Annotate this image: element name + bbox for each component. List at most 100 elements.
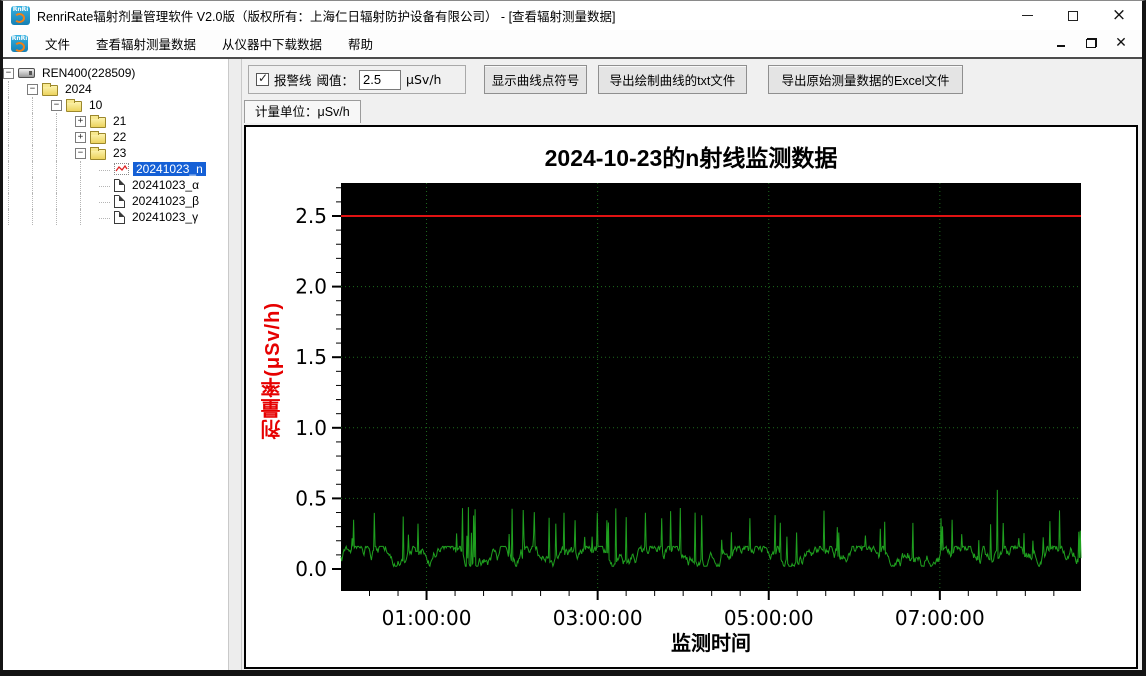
tree-guide-line xyxy=(8,209,27,225)
menu-item-3[interactable]: 帮助 xyxy=(348,37,374,52)
child-window-icon[interactable]: RnRi xyxy=(11,34,28,52)
close-button[interactable]: × xyxy=(1096,1,1142,30)
device-icon xyxy=(18,68,35,78)
folder-icon xyxy=(90,130,106,144)
tree-guide-line xyxy=(8,129,27,145)
minimize-button[interactable] xyxy=(1004,1,1050,30)
tree-guide-line xyxy=(80,193,99,209)
tree-guide-line xyxy=(8,113,27,129)
tree-item-10[interactable]: − 10 xyxy=(3,97,228,113)
tree-item-23[interactable]: − 23 xyxy=(3,145,228,161)
expand-toggle-icon[interactable]: + xyxy=(75,131,86,143)
device-tree: − REN400(228509) −2024−10 +21 +22−23 20241023… xyxy=(3,59,228,670)
menu-items: 文件 查看辐射测量数据 从仪器中下载数据 帮助 xyxy=(35,30,389,57)
child-restore-button[interactable] xyxy=(1084,36,1098,50)
tree-item-21[interactable]: +21 xyxy=(3,113,228,129)
tree-guide-line xyxy=(32,193,51,209)
tree-item-label: 2024 xyxy=(65,82,92,96)
folder-icon xyxy=(42,82,58,96)
show-curve-points-button[interactable]: 显示曲线点符号 xyxy=(484,65,587,94)
child-restore-icon xyxy=(1085,38,1097,48)
client-area: − REN400(228509) −2024−10 +21 +22−23 20241023… xyxy=(3,57,1142,670)
alarm-line-label: 报警线 xyxy=(274,74,312,88)
svg-text:1.5: 1.5 xyxy=(295,345,327,369)
tree-item-label: 20241023_α xyxy=(132,178,200,192)
app-logo-text: RnRi xyxy=(11,34,28,42)
svg-text:2.0: 2.0 xyxy=(295,275,327,299)
tree-item-20241023_-[interactable]: 20241023_α xyxy=(3,177,228,193)
child-minimize-icon xyxy=(1057,45,1065,47)
expand-toggle-icon[interactable]: + xyxy=(75,115,86,127)
tree-item-20241023_-[interactable]: 20241023_β xyxy=(3,193,228,209)
tree-guide-line xyxy=(32,177,51,193)
tree-item-20241023_-[interactable]: 20241023_γ xyxy=(3,209,228,225)
titlebar: RnRi RenriRate辐射剂量管理软件 V2.0版（版权所有：上海仁日辐射… xyxy=(3,1,1142,30)
folder-icon xyxy=(90,114,106,128)
app-logo-swirl xyxy=(14,41,25,52)
y-axis-title: 剂量率(μSv/h) xyxy=(262,302,284,440)
tree-guide-line xyxy=(56,177,75,193)
threshold-unit-label: μSv/h xyxy=(406,72,442,87)
folder-icon xyxy=(90,146,106,160)
export-raw-excel-button[interactable]: 导出原始测量数据的Excel文件 xyxy=(768,65,963,94)
menubar: RnRi 文件 查看辐射测量数据 从仪器中下载数据 帮助 ✕ xyxy=(3,30,1142,56)
maximize-icon xyxy=(1068,10,1078,21)
tree-connector xyxy=(99,208,110,219)
threshold-label: 阈值： xyxy=(316,74,355,88)
tree-item-label: REN400(228509) xyxy=(42,66,136,80)
tree-guide-line xyxy=(56,209,75,225)
tree-connector xyxy=(99,176,110,187)
app-logo-swirl xyxy=(14,13,25,23)
tree-guide-line xyxy=(32,129,51,145)
file-icon xyxy=(114,194,125,208)
collapse-toggle-icon[interactable]: − xyxy=(75,147,86,159)
splitter-handle[interactable] xyxy=(228,59,242,670)
svg-text:01:00:00: 01:00:00 xyxy=(382,606,472,630)
file-icon xyxy=(114,178,125,192)
chart-panel: 0.0 0.5 1.0 1.5 2.0 2.5 01:00:00 03:00:00 05:00:… xyxy=(244,125,1138,669)
alarm-settings-group: ✓ 报警线 阈值： μSv/h xyxy=(248,65,466,94)
tree-item-label: 20241023_n xyxy=(133,162,206,176)
unit-tab-strip: 计量单位：μSv/h xyxy=(242,99,1142,123)
menu-item-0[interactable]: 文件 xyxy=(45,37,71,52)
app-logo-icon: RnRi xyxy=(11,6,30,25)
tree-connector xyxy=(99,160,110,171)
svg-text:1.0: 1.0 xyxy=(295,416,327,440)
child-window-controls: ✕ xyxy=(1054,36,1142,50)
tree-guide-line xyxy=(56,145,75,161)
tree-item-20241023_n[interactable]: 20241023_n xyxy=(3,161,228,177)
tree-guide-line xyxy=(8,97,27,113)
svg-text:2.5: 2.5 xyxy=(295,204,327,228)
chart-toolbar: ✓ 报警线 阈值： μSv/h 显示曲线点符号 导出绘制曲线的txt文件 导出原… xyxy=(242,59,1142,99)
monitoring-chart: 0.0 0.5 1.0 1.5 2.0 2.5 01:00:00 03:00:00 05:00:… xyxy=(295,183,1082,630)
menu-item-1[interactable]: 查看辐射测量数据 xyxy=(96,37,197,52)
tree-item-2024[interactable]: − 2024 xyxy=(3,81,228,97)
close-icon: × xyxy=(1111,5,1127,25)
svg-text:07:00:00: 07:00:00 xyxy=(895,606,985,630)
tree-guide-line xyxy=(80,209,99,225)
tree-item-label: 21 xyxy=(113,114,127,128)
child-minimize-button[interactable] xyxy=(1054,36,1068,50)
chart-title: 2024-10-23的n射线监测数据 xyxy=(544,145,838,171)
menu-item-2[interactable]: 从仪器中下载数据 xyxy=(222,37,323,52)
tree-guide-line xyxy=(80,177,99,193)
alarm-line-checkbox[interactable]: ✓ xyxy=(256,71,269,86)
threshold-input[interactable] xyxy=(359,69,402,90)
tree-guide-line xyxy=(56,129,75,145)
tree-item-REN400-228509-[interactable]: − REN400(228509) xyxy=(3,65,228,81)
unit-tab[interactable]: 计量单位：μSv/h xyxy=(244,100,361,123)
tree-guide-line xyxy=(32,145,51,161)
tree-guide-line xyxy=(32,113,51,129)
maximize-button[interactable] xyxy=(1050,1,1096,30)
tree-guide-line xyxy=(8,193,27,209)
collapse-toggle-icon[interactable]: − xyxy=(51,99,62,111)
collapse-toggle-icon[interactable]: − xyxy=(27,83,38,95)
child-close-button[interactable]: ✕ xyxy=(1114,36,1128,50)
export-curve-txt-button[interactable]: 导出绘制曲线的txt文件 xyxy=(598,65,747,94)
tree-item-label: 20241023_γ xyxy=(132,210,199,224)
window-controls: × xyxy=(1004,1,1142,30)
tree-item-22[interactable]: +22 xyxy=(3,129,228,145)
minimize-icon xyxy=(1021,15,1033,16)
collapse-toggle-icon[interactable]: − xyxy=(3,67,14,79)
